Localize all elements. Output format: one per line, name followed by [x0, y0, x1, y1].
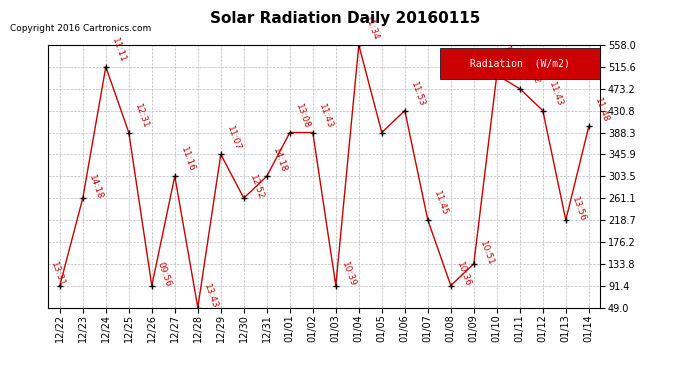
Text: 09:56: 09:56	[156, 261, 173, 288]
FancyBboxPatch shape	[440, 48, 600, 79]
Text: 11:34: 11:34	[363, 15, 380, 42]
Text: 11:16: 11:16	[179, 146, 196, 174]
Text: 10:36: 10:36	[455, 261, 472, 288]
Text: 11:43: 11:43	[317, 102, 334, 130]
Text: 10:53: 10:53	[501, 45, 518, 72]
Text: 11:48: 11:48	[593, 96, 610, 124]
Text: 12:02: 12:02	[524, 59, 541, 86]
Text: 13:43: 13:43	[202, 283, 219, 310]
Text: 14:18: 14:18	[271, 146, 288, 174]
Text: 11:11: 11:11	[110, 37, 127, 64]
Text: 10:39: 10:39	[340, 261, 357, 288]
Text: 11:45: 11:45	[432, 190, 449, 217]
Text: 10:51: 10:51	[478, 239, 495, 267]
Text: Copyright 2016 Cartronics.com: Copyright 2016 Cartronics.com	[10, 24, 151, 33]
Text: 11:07: 11:07	[225, 124, 242, 152]
Text: 13:56: 13:56	[570, 195, 587, 223]
Text: 12:31: 12:31	[133, 102, 150, 130]
Text: 13:31: 13:31	[49, 261, 66, 288]
Text: 13:08: 13:08	[294, 102, 311, 130]
Text: 11:53: 11:53	[409, 80, 426, 108]
Text: 12:52: 12:52	[248, 174, 265, 201]
Text: 11:43: 11:43	[547, 81, 564, 108]
Text: 14:18: 14:18	[87, 174, 104, 201]
Text: Radiation  (W/m2): Radiation (W/m2)	[471, 58, 570, 68]
Text: Solar Radiation Daily 20160115: Solar Radiation Daily 20160115	[210, 11, 480, 26]
